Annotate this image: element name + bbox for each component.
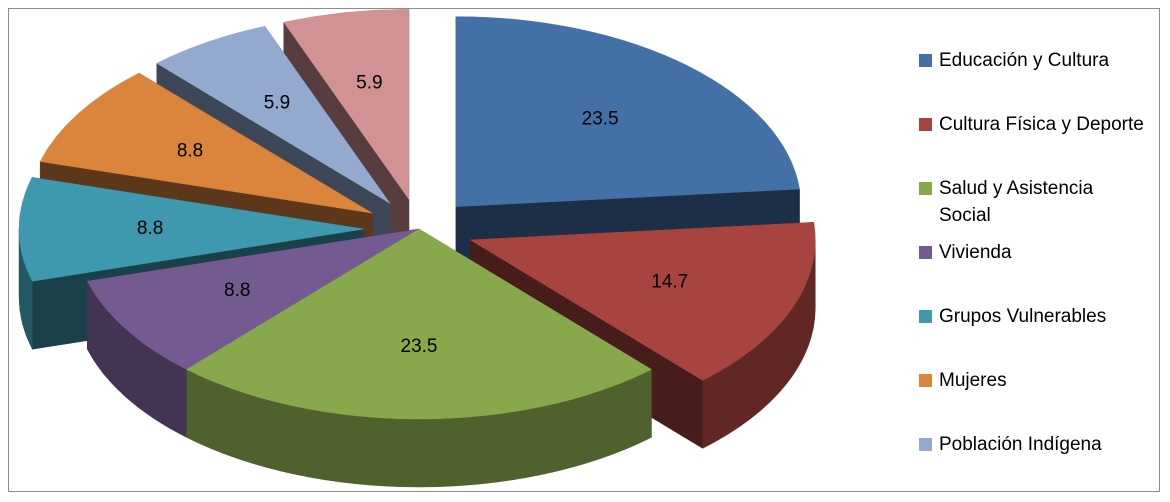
data-label-6: 5.9 [264,92,290,113]
legend-label: Vivienda [939,242,1012,263]
legend-item: Mujeres [919,367,1149,394]
legend-label: Cultura Física y Deporte [939,114,1144,135]
legend-label: Salud y Asistencia Social [939,178,1094,226]
chart-frame: 23.5 14.7 23.5 8.8 8.8 8.8 5.9 5.9 Educación y … [8,8,1160,492]
data-label-5: 8.8 [177,140,203,161]
legend-swatch [919,118,932,131]
slice-tops-layer [18,9,816,420]
data-label-1: 14.7 [651,271,688,292]
data-label-4: 8.8 [137,218,163,239]
legend-item: Grupos Vulnerables [919,303,1149,330]
legend-label: Grupos Vulnerables [939,306,1107,327]
data-label-7: 5.9 [356,73,382,94]
legend-swatch [919,374,932,387]
pie-chart: 23.5 14.7 23.5 8.8 8.8 8.8 5.9 5.9 [18,9,816,488]
slice-0 [455,16,800,207]
slice-3 [86,228,420,370]
data-label-3: 8.8 [224,280,250,301]
legend-label: Mujeres [939,370,1007,391]
legend-swatch [919,438,932,451]
legend-swatch [919,182,932,195]
legend-label: Población Indígena [939,434,1102,455]
slice-1 [469,222,816,381]
legend-item: Vivienda [919,239,1149,266]
slice-2 [186,228,652,420]
data-label-0: 23.5 [582,109,619,130]
legend-swatch [919,310,932,323]
slice-7 [283,9,410,201]
legend-swatch [919,54,932,67]
legend-swatch [919,246,932,259]
legend-item: Cultura Física y Deporte [919,111,1149,138]
legend-label: Educación y Cultura [939,50,1110,71]
slice-6 [156,25,391,204]
legend-item: Población Indígena [919,431,1149,458]
legend-item: Educación y Cultura [919,47,1149,74]
slice-4 [18,177,365,282]
slice-5 [39,72,373,214]
legend-item: Salud y Asistencia Social [919,175,1149,229]
data-label-2: 23.5 [401,336,438,357]
data-labels-layer: 23.5 14.7 23.5 8.8 8.8 8.8 5.9 5.9 [137,73,688,357]
